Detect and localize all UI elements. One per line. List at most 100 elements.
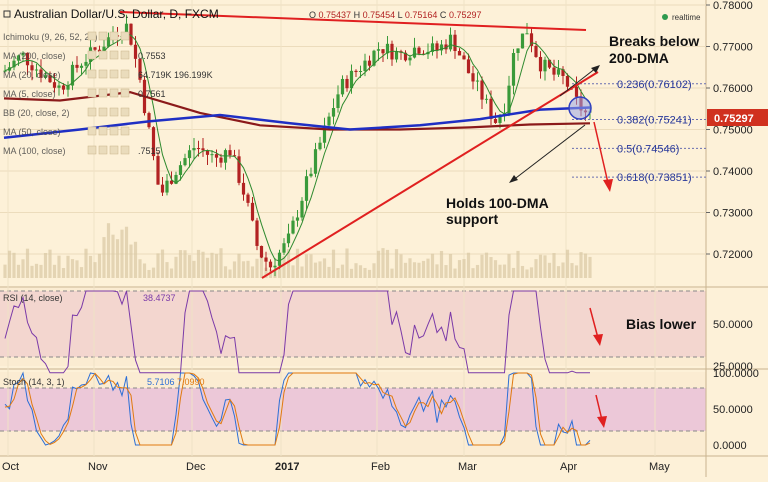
candle-body [133, 44, 138, 59]
candle-body [489, 98, 493, 120]
volume-bar [3, 264, 7, 278]
candle-body [102, 46, 106, 52]
stoch-tick-label: 50.0000 [713, 404, 753, 416]
indicator-control-icon [98, 126, 108, 136]
volume-bar [462, 259, 466, 278]
indicator-control-icon [87, 107, 97, 117]
volume-bar [417, 262, 421, 278]
candle-body [210, 154, 214, 156]
indicator-label: BB (20, close, 2) [3, 108, 70, 118]
volume-bar [183, 250, 187, 278]
candle-body [196, 148, 201, 150]
volume-bar [354, 263, 358, 278]
volume-bar [124, 226, 129, 278]
indicator-control-icon [109, 88, 119, 98]
fib-label: 0.618(0.73851) [617, 172, 692, 184]
volume-bar [466, 252, 471, 278]
candle-body [525, 33, 529, 35]
indicator-value: 0.7553 [138, 51, 166, 61]
volume-bar [304, 254, 309, 278]
candle-body [93, 47, 97, 50]
volume-bar [471, 268, 475, 278]
x-tick-label: Dec [186, 461, 206, 473]
candle-body [376, 49, 381, 51]
indicator-control-icon [109, 107, 119, 117]
indicator-control-icon [120, 31, 130, 41]
candle-body [520, 33, 525, 49]
candle-body [106, 37, 111, 47]
indicator-label: MA (5, close) [3, 89, 56, 99]
volume-bar [381, 248, 385, 278]
volume-bar [88, 255, 93, 278]
volume-bar [574, 265, 579, 278]
indicator-control-icon [98, 69, 108, 79]
candle-body [561, 69, 565, 76]
candle-body [538, 56, 543, 72]
candle-body [484, 98, 489, 100]
volume-bar [489, 257, 493, 278]
candle-body [462, 55, 466, 60]
volume-bar [408, 258, 412, 278]
candle-body [174, 174, 178, 184]
y-tick-label: 0.77000 [713, 42, 753, 54]
realtime-label: realtime [672, 13, 701, 22]
candle-body [156, 156, 160, 185]
volume-bar [390, 268, 394, 278]
volume-bar [516, 250, 520, 278]
volume-bar [493, 260, 498, 278]
volume-bar [219, 248, 223, 278]
candle-body [205, 150, 210, 155]
collapse-icon[interactable] [3, 10, 11, 18]
candle-body [309, 173, 313, 177]
volume-bar [223, 266, 228, 278]
volume-bar [79, 267, 84, 278]
volume-bar [448, 253, 453, 278]
candle-body [259, 245, 264, 258]
x-tick-label: Apr [560, 461, 577, 473]
break-highlight [568, 96, 592, 120]
volume-bar [147, 269, 151, 278]
volume-bar [57, 255, 61, 278]
volume-bar [588, 256, 592, 278]
candle-body [444, 44, 448, 50]
indicator-control-icon [120, 107, 130, 117]
volume-bar [399, 254, 403, 278]
volume-bar [232, 261, 237, 278]
candle-body [286, 233, 291, 244]
volume-bar [246, 260, 250, 278]
candle-body [79, 65, 84, 68]
volume-bar [160, 249, 165, 278]
candle-body [322, 125, 327, 143]
candle-body [448, 34, 453, 50]
indicator-control-icon [120, 145, 130, 155]
candle-body [516, 48, 520, 53]
volume-bar [25, 248, 30, 278]
candle-body [574, 86, 579, 97]
indicator-label: MA (200, close) [3, 51, 66, 61]
candle-body [84, 61, 88, 66]
volume-bar [7, 250, 12, 278]
volume-bar [264, 267, 268, 278]
rsi-tick-label: 25.0000 [713, 361, 753, 373]
candle-body [291, 220, 295, 234]
indicator-control-icon [109, 145, 119, 155]
volume-bar [426, 258, 430, 278]
price-tag [707, 109, 768, 126]
y-tick-label: 0.73000 [713, 208, 753, 220]
candle-body [372, 50, 376, 66]
stoch-tick-label: 100.0000 [713, 368, 759, 380]
indicator-control-icon [109, 69, 119, 79]
volume-bar [358, 265, 363, 278]
volume-bar [61, 268, 66, 278]
candle-body [151, 127, 156, 157]
rsi-tick-label: 50.0000 [713, 319, 753, 331]
volume-bar [543, 255, 547, 278]
candle-body [394, 51, 399, 60]
volume-bar [552, 253, 556, 278]
volume-bar [120, 229, 124, 278]
candle-body [412, 47, 417, 58]
x-tick-label: Feb [371, 461, 390, 473]
candle-body [507, 85, 511, 114]
candle-body [318, 142, 322, 150]
